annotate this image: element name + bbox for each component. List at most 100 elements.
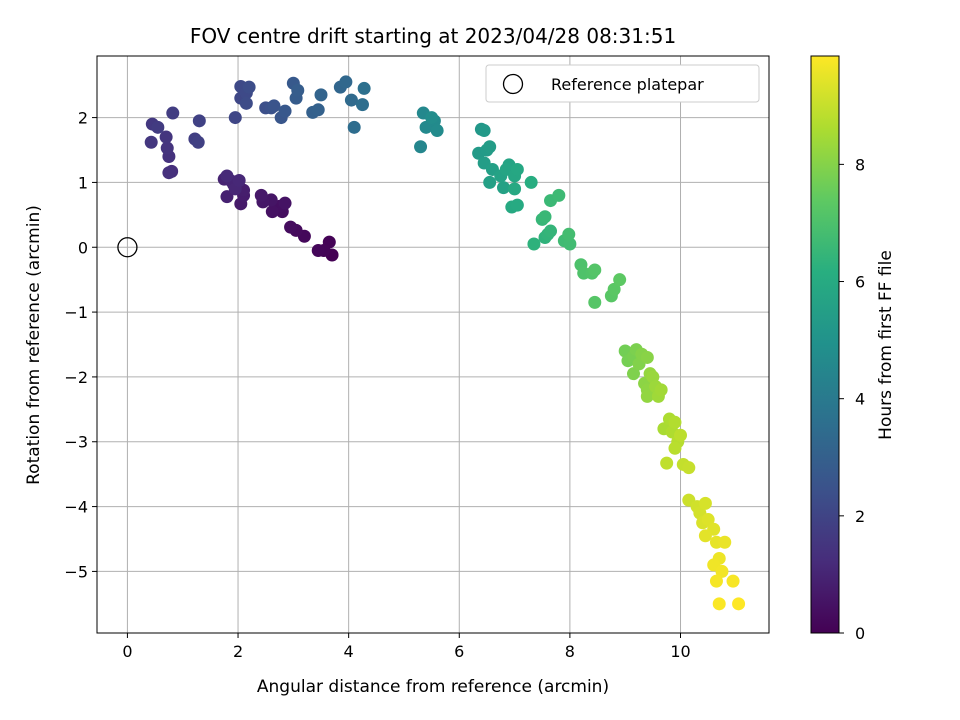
y-tick-label: −3 [64,433,88,452]
data-point [613,273,627,287]
y-tick-label: −2 [64,368,88,387]
data-point [701,513,715,527]
y-tick-label: 1 [78,173,88,192]
y-tick-label: 0 [78,238,88,257]
colorbar-tick-label: 6 [855,273,865,292]
data-point [660,456,674,470]
data-point [508,182,522,196]
data-point [347,120,361,134]
colorbar: 0 2 4 6 8 Hours from first FF file [810,55,896,643]
data-point [640,389,654,403]
x-axis-ticks: 0 2 4 6 8 10 [122,633,691,661]
y-tick-label: −4 [64,498,88,517]
y-axis-label: Rotation from reference (arcmin) [24,205,44,485]
legend-label-reference: Reference platepar [551,75,704,94]
x-tick-label: 8 [565,642,575,661]
data-point [607,282,621,296]
data-point [544,224,558,238]
colorbar-tick-label: 2 [855,507,865,526]
data-point [430,124,444,138]
data-point [718,535,732,549]
data-point [339,75,353,89]
data-point [562,227,576,241]
data-point [232,173,246,187]
data-point [588,295,602,309]
data-point [314,88,328,102]
x-tick-label: 6 [454,642,464,661]
reference-point [117,237,138,258]
data-point [220,169,234,183]
y-tick-label: −1 [64,303,88,322]
plot-area [96,55,770,634]
data-point [357,81,371,95]
legend-marker-reference [502,73,524,95]
data-point [709,574,723,588]
data-point [425,111,439,125]
colorbar-gradient [810,55,840,634]
data-point [242,80,256,94]
data-point [552,188,566,202]
y-tick-label: 2 [78,109,88,128]
data-point [527,237,541,251]
data-point [151,120,165,134]
x-tick-label: 4 [344,642,354,661]
data-point [220,190,234,204]
data-point [497,181,511,195]
data-point [510,198,524,212]
data-point [414,140,428,154]
legend-box [485,64,760,103]
data-point [668,441,682,455]
x-tick-label: 10 [670,642,690,661]
legend: Reference platepar [485,64,760,103]
data-point [311,243,325,257]
data-point [538,210,552,224]
data-point [166,106,180,120]
colorbar-tick-label: 4 [855,390,865,409]
data-point [715,564,729,578]
data-point [267,99,281,113]
data-point [640,350,654,364]
colorbar-label: Hours from first FF file [876,250,896,440]
data-point [626,367,640,381]
data-point [712,597,726,611]
data-point [682,461,696,475]
data-point [674,428,688,442]
data-point [144,135,158,149]
y-tick-label: −5 [64,562,88,581]
data-point [355,98,369,112]
data-point [588,263,602,277]
colorbar-tick-label: 0 [855,624,865,643]
data-point [311,103,325,117]
plot-frame [96,55,770,634]
data-point [284,220,298,234]
data-point [291,83,305,97]
data-point [159,130,173,144]
plot-background [97,56,769,633]
data-point [344,93,358,107]
data-point [162,166,176,180]
data-point [483,175,497,189]
reference-platepar-marker [117,237,138,258]
data-point [563,237,577,251]
x-tick-label: 0 [122,642,132,661]
data-point [191,135,205,149]
data-point [732,597,746,611]
data-point [192,114,206,128]
data-point [278,196,292,210]
x-axis-label: Angular distance from reference (arcmin) [257,677,609,697]
data-point [228,111,242,125]
x-tick-label: 2 [233,642,243,661]
data-point [265,205,279,219]
data-point [510,162,524,176]
data-point [654,383,668,397]
data-point [726,574,740,588]
chart-title: FOV centre drift starting at 2023/04/28 … [190,24,676,48]
y-axis-ticks: 2 1 0 −1 −2 −3 −4 −5 [64,109,97,581]
colorbar-ticks: 0 2 4 6 8 [839,155,865,643]
data-point [254,188,268,202]
scatter-points [144,75,746,611]
data-point [278,104,292,118]
data-point [698,496,712,510]
data-point [698,529,712,543]
